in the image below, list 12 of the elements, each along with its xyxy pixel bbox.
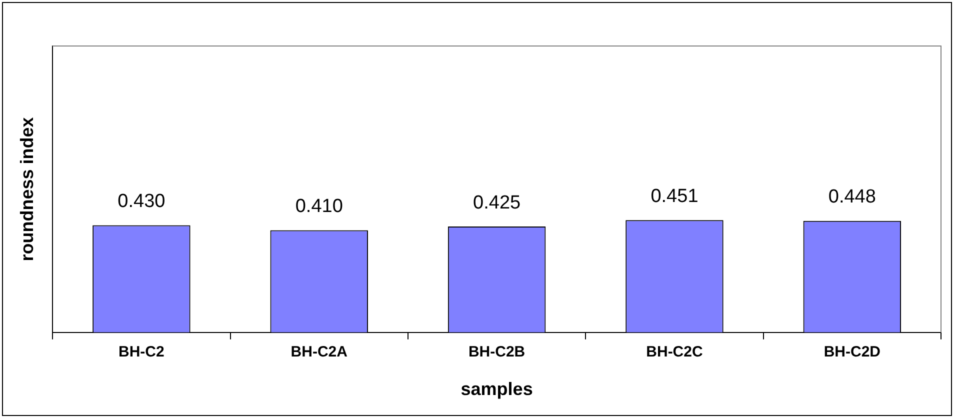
x-tick-label: BH-C2D xyxy=(824,344,881,361)
data-label: 0.425 xyxy=(473,192,521,214)
data-label: 0.410 xyxy=(295,196,343,218)
data-label: 0.430 xyxy=(118,191,166,212)
x-axis-title: samples xyxy=(460,379,533,400)
y-axis-title: roundness index xyxy=(16,117,37,262)
x-tick-label: BH-C2A xyxy=(290,344,348,361)
data-label: 0.451 xyxy=(650,186,698,207)
data-label: 0.448 xyxy=(828,186,876,208)
x-tick-label: BH-C2C xyxy=(646,344,703,361)
x-tick-label: BH-C2B xyxy=(468,344,526,361)
x-tick-label: BH-C2 xyxy=(118,344,164,361)
